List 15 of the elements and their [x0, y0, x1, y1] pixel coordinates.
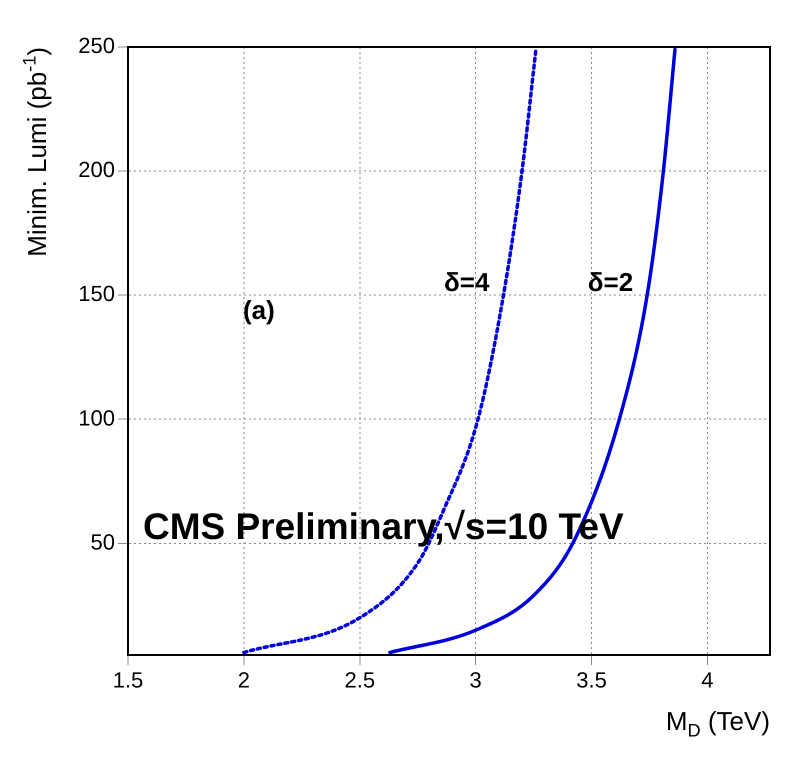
- y-tick-label: 250: [78, 33, 115, 58]
- annotation: (a): [243, 295, 275, 325]
- x-tick-label: 3: [470, 667, 482, 692]
- y-tick-label: 200: [78, 157, 115, 182]
- x-tick-label: 1.5: [112, 667, 144, 692]
- series-label: δ=4: [444, 267, 490, 298]
- x-tick-label: 2.5: [344, 667, 376, 692]
- x-tick-label: 2: [238, 667, 250, 692]
- y-tick-label: 150: [78, 281, 115, 306]
- y-tick-label: 50: [90, 529, 115, 554]
- x-tick-label: 4: [701, 667, 714, 692]
- series-label: δ=2: [588, 267, 634, 298]
- y-axis-title: Minim. Lumi (pb-1): [20, 46, 52, 257]
- x-tick-label: 3.5: [576, 667, 607, 692]
- y-tick-label: 100: [78, 405, 115, 430]
